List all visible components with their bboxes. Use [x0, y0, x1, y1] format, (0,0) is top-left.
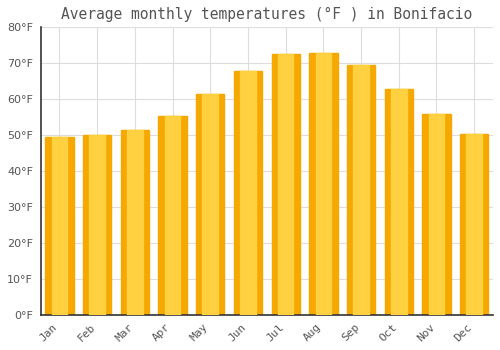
Bar	[196, 94, 224, 315]
Bar	[158, 116, 186, 315]
Bar	[240, 70, 256, 315]
Bar	[90, 135, 105, 315]
Bar	[46, 137, 74, 315]
Title: Average monthly temperatures (°F ) in Bonifacio: Average monthly temperatures (°F ) in Bo…	[61, 7, 472, 22]
Bar	[127, 130, 142, 315]
Bar	[391, 89, 406, 315]
Bar	[52, 137, 67, 315]
Bar	[309, 52, 338, 315]
Bar	[165, 116, 180, 315]
Bar	[120, 130, 149, 315]
Bar	[316, 52, 331, 315]
Bar	[384, 89, 413, 315]
Bar	[466, 134, 482, 315]
Bar	[428, 114, 444, 315]
Bar	[278, 54, 293, 315]
Bar	[347, 65, 375, 315]
Bar	[460, 134, 488, 315]
Bar	[354, 65, 369, 315]
Bar	[422, 114, 450, 315]
Bar	[272, 54, 300, 315]
Bar	[234, 70, 262, 315]
Bar	[83, 135, 112, 315]
Bar	[202, 94, 218, 315]
